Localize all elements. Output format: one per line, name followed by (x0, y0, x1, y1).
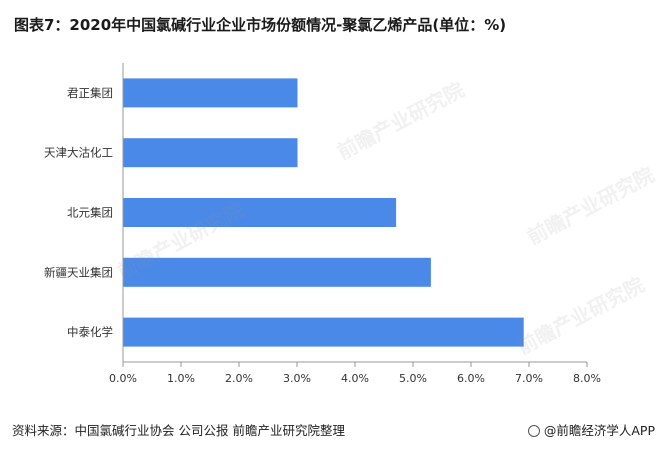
x-tick-label: 7.0% (515, 372, 543, 385)
x-tick-label: 3.0% (283, 372, 311, 385)
y-tick-label: 北元集团 (67, 206, 113, 220)
y-tick-label: 君正集团 (67, 86, 113, 100)
x-tick-label: 0.0% (109, 372, 137, 385)
brand-logo-icon (527, 425, 540, 437)
bar (123, 198, 397, 227)
source-note: 资料来源：中国氯碱行业协会 公司公报 前瞻产业研究院整理 (12, 423, 345, 438)
bar (123, 138, 298, 168)
y-tick-label: 天津大沽化工 (44, 146, 113, 160)
x-tick-label: 1.0% (167, 372, 195, 385)
brand-text: @前瞻经济学人APP (543, 423, 655, 438)
x-tick-label: 8.0% (573, 372, 601, 385)
x-axis-ticks: 0.0% 1.0% 2.0% 3.0% 4.0% 5.0% 6.0% 7.0% 8.0% (109, 362, 601, 385)
y-tick-label: 中泰化学 (67, 325, 113, 339)
chart-title: 图表7：2020年中国氯碱行业企业市场份额情况-聚氯乙烯产品(单位：%) (14, 16, 507, 34)
x-tick-label: 6.0% (457, 372, 485, 385)
x-tick-label: 4.0% (341, 372, 369, 385)
bar (123, 78, 298, 108)
x-tick-label: 2.0% (225, 372, 253, 385)
y-tick-label: 新疆天业集团 (44, 265, 113, 279)
bars (123, 78, 524, 347)
bar (123, 317, 524, 347)
brand-signature: @前瞻经济学人APP (527, 420, 655, 439)
bar (123, 257, 431, 287)
x-tick-label: 5.0% (399, 372, 427, 385)
